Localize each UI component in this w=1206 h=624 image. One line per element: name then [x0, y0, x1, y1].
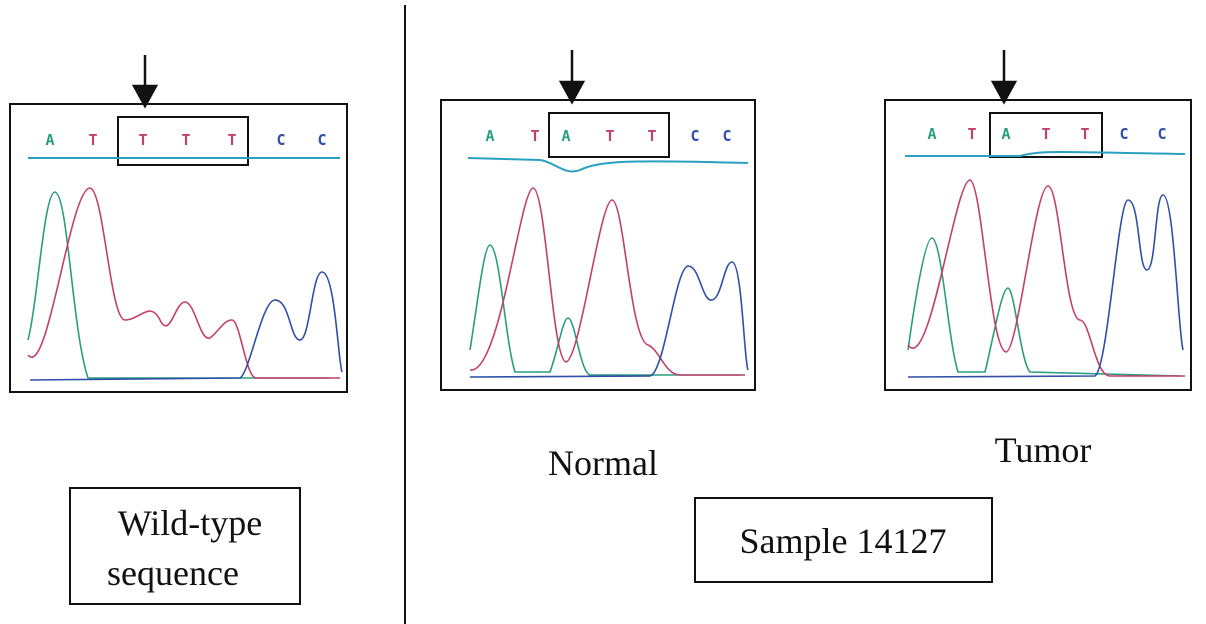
base-call: C [1119, 125, 1128, 143]
arrows [134, 50, 1015, 106]
base-call: T [1080, 125, 1089, 143]
base-call: T [605, 127, 614, 145]
chromatogram [28, 188, 342, 380]
base-call: C [317, 131, 326, 149]
wildtype-label: sequence [107, 553, 239, 593]
figure: A T T T T C C A T A T T C C A T A T T C C Normal Tumor Wild-… [0, 0, 1206, 624]
base-call: C [1157, 125, 1166, 143]
base-call: C [690, 127, 699, 145]
panel-frame [885, 100, 1191, 390]
base-call: A [927, 125, 936, 143]
base-call: T [88, 131, 97, 149]
base-call: T [138, 131, 147, 149]
base-call: A [485, 127, 494, 145]
base-call: T [1041, 125, 1050, 143]
panel-label: Normal [548, 443, 658, 483]
panel-label: Tumor [995, 430, 1092, 470]
base-call: C [722, 127, 731, 145]
panel-frame [10, 104, 347, 392]
base-call: T [227, 131, 236, 149]
chromatogram [908, 180, 1185, 377]
base-call: T [967, 125, 976, 143]
sample-label: Sample 14127 [740, 521, 947, 561]
chromatogram [470, 188, 748, 377]
base-lines [28, 152, 1185, 171]
base-call: A [1001, 125, 1010, 143]
base-call: A [45, 131, 54, 149]
base-call: A [561, 127, 570, 145]
base-call: T [181, 131, 190, 149]
base-call: C [276, 131, 285, 149]
base-call: T [647, 127, 656, 145]
wildtype-label: Wild-type [118, 503, 263, 543]
base-call: T [530, 127, 539, 145]
